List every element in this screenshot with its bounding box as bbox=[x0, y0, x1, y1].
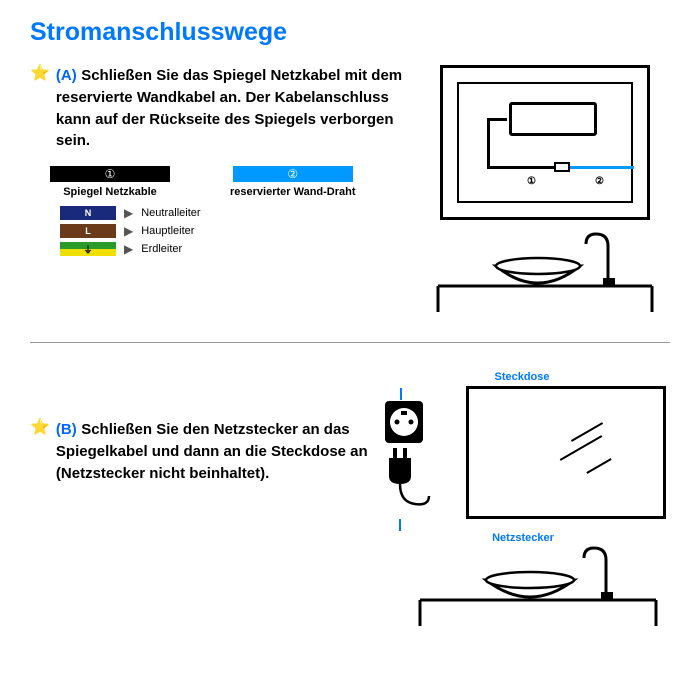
socket-icon bbox=[384, 400, 424, 446]
earth-swatch: ⏚ bbox=[60, 242, 116, 256]
divider bbox=[30, 342, 670, 343]
neutral-swatch: N bbox=[60, 206, 116, 220]
star-icon: ⭐ bbox=[30, 66, 50, 82]
diagram-b: Steckdose bbox=[380, 371, 670, 628]
bar-black-caption: Spiegel Netzkable bbox=[63, 186, 157, 198]
cable-label-2: ② bbox=[595, 176, 604, 187]
bar-blue: ② bbox=[233, 166, 353, 182]
section-a-letter: (A) bbox=[56, 67, 77, 84]
live-swatch: L bbox=[60, 224, 116, 238]
arrow-icon: ▶ bbox=[124, 224, 133, 238]
arrow-icon: ▶ bbox=[124, 242, 133, 256]
star-icon: ⭐ bbox=[30, 420, 50, 436]
section-b: ⭐ (B) Schließen Sie den Netzstecker an d… bbox=[30, 371, 670, 628]
arrow-icon: ▶ bbox=[124, 206, 133, 220]
section-b-text: Schließen Sie den Netzstecker an das Spi… bbox=[56, 421, 368, 482]
cable-label-1: ① bbox=[527, 176, 536, 187]
sink-icon bbox=[420, 224, 670, 316]
section-a-text: Schließen Sie das Spiegel Netzkabel mit … bbox=[56, 67, 402, 149]
earth-label: Erdleiter bbox=[141, 243, 182, 255]
plug-icon bbox=[381, 448, 431, 523]
socket-label: Steckdose bbox=[374, 371, 670, 383]
page-title: Stromanschlusswege bbox=[30, 18, 670, 47]
bar-black: ① bbox=[50, 166, 170, 182]
live-label: Hauptleiter bbox=[141, 225, 194, 237]
legend-bars: ① Spiegel Netzkable ② reservierter Wand-… bbox=[50, 166, 410, 198]
sink-icon bbox=[408, 538, 668, 630]
diagram-a: ① ② bbox=[420, 65, 670, 314]
bar-blue-caption: reservierter Wand-Draht bbox=[230, 186, 356, 198]
neutral-label: Neutralleiter bbox=[141, 207, 200, 219]
wire-legend: N ▶ Neutralleiter L ▶ Hauptleiter ⏚ ▶ Er… bbox=[60, 206, 410, 256]
section-a: ⭐ (A) Schließen Sie das Spiegel Netzkabe… bbox=[30, 65, 670, 314]
section-b-letter: (B) bbox=[56, 421, 77, 438]
